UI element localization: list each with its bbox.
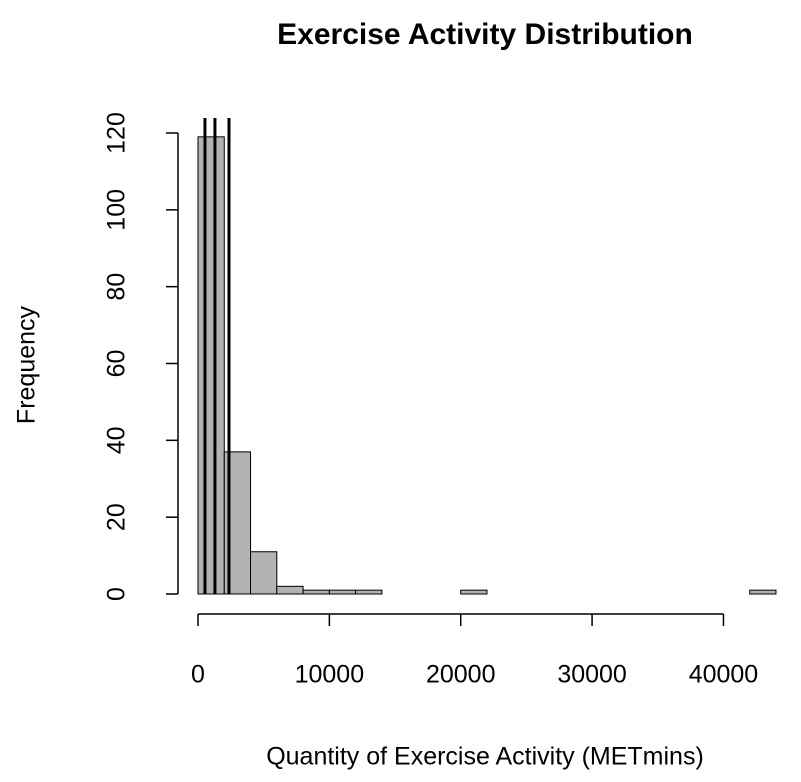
x-tick-label: 40000 xyxy=(689,661,759,689)
x-tick-label: 20000 xyxy=(426,661,496,689)
y-tick-label: 120 xyxy=(103,112,131,154)
y-tick-label: 0 xyxy=(103,587,131,601)
y-axis-label: Frequency xyxy=(13,305,41,424)
bar xyxy=(749,589,777,595)
x-tick-label: 30000 xyxy=(557,661,627,689)
bar xyxy=(328,589,357,595)
chart-title: Exercise Activity Distribution xyxy=(277,18,693,51)
y-tick-label: 20 xyxy=(103,503,131,531)
x-tick-label: 10000 xyxy=(295,661,365,689)
bar xyxy=(276,585,304,595)
bar xyxy=(302,589,330,595)
y-tick-label: 60 xyxy=(103,350,131,378)
y-tick-label: 100 xyxy=(103,189,131,231)
y-tick-label: 80 xyxy=(103,273,131,301)
bar xyxy=(250,551,278,595)
x-axis-label: Quantity of Exercise Activity (METmins) xyxy=(266,743,704,771)
bar xyxy=(197,136,225,595)
bar xyxy=(460,589,488,595)
y-tick-label: 40 xyxy=(103,426,131,454)
x-tick-label: 0 xyxy=(191,661,205,689)
bar xyxy=(355,589,383,595)
